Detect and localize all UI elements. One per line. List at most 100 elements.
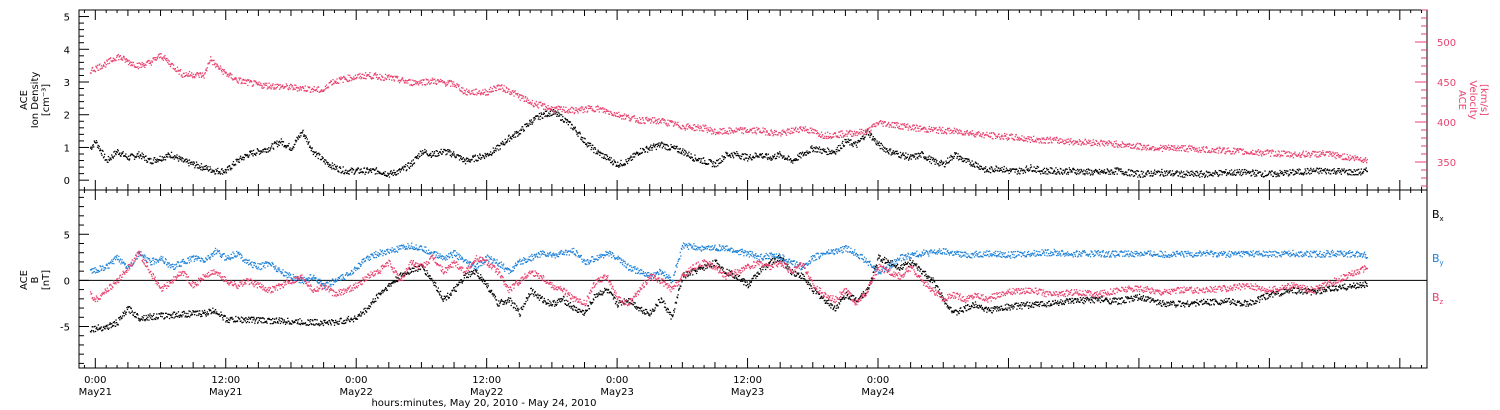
top-point: [385, 78, 387, 80]
top-point: [1146, 145, 1148, 147]
top-point: [672, 146, 674, 148]
top-point: [892, 150, 894, 152]
top-point: [943, 132, 945, 135]
top-point: [788, 128, 790, 130]
top-point: [1121, 170, 1123, 173]
top-point: [730, 128, 732, 130]
top-point: [296, 90, 299, 92]
top-point: [858, 131, 861, 134]
top-point: [1141, 173, 1143, 175]
top-point: [664, 147, 666, 149]
top-point: [217, 172, 219, 175]
top-point: [810, 129, 813, 131]
top-point: [884, 121, 886, 123]
top-point: [1353, 159, 1356, 162]
top-point: [1016, 173, 1018, 175]
top-point: [432, 154, 435, 156]
top-point: [1175, 148, 1177, 150]
top-point: [1310, 154, 1312, 157]
top-point: [988, 167, 991, 169]
top-point: [145, 64, 147, 66]
top-point: [402, 167, 404, 169]
bottom-point: [98, 327, 101, 329]
top-point: [1249, 172, 1251, 174]
top-point: [936, 160, 938, 162]
top-series-1: [89, 109, 1368, 179]
top-point: [900, 155, 903, 157]
top-point: [1104, 141, 1106, 143]
top-point: [686, 123, 688, 126]
top-point: [383, 174, 386, 176]
top-point: [1091, 141, 1093, 144]
top-point: [1070, 171, 1072, 173]
top-point: [941, 130, 943, 132]
top-point: [929, 128, 931, 130]
top-point: [556, 113, 559, 116]
top-point: [393, 169, 395, 171]
top-point: [267, 86, 269, 88]
top-point: [1255, 174, 1257, 176]
top-point: [1318, 154, 1321, 156]
top-point: [1183, 145, 1185, 147]
top-point: [913, 156, 915, 158]
top-point: [411, 165, 413, 167]
top-point: [510, 136, 512, 138]
top-point: [362, 73, 364, 75]
top-point: [503, 142, 505, 144]
top-point: [986, 169, 988, 172]
top-point: [1101, 140, 1103, 142]
bottom-point: [188, 310, 190, 312]
top-point: [1210, 150, 1213, 152]
top-point: [555, 113, 557, 115]
top-point: [1190, 149, 1193, 151]
top-point: [1351, 157, 1353, 160]
top-point: [113, 58, 116, 60]
top-point: [673, 124, 675, 127]
top-point: [977, 163, 979, 165]
bottom-point: [218, 313, 220, 315]
top-point: [269, 86, 271, 88]
top-point: [1127, 145, 1130, 148]
bottom-point: [193, 311, 195, 313]
top-point: [165, 154, 167, 156]
top-point: [270, 88, 272, 90]
top-point: [1141, 148, 1143, 150]
top-point: [1171, 173, 1173, 175]
top-point: [757, 128, 759, 131]
top-point: [648, 148, 650, 151]
top-point: [103, 65, 105, 67]
top-point: [1074, 172, 1077, 174]
top-point: [531, 121, 533, 123]
top-point: [284, 146, 286, 148]
top-point: [1005, 137, 1007, 140]
top-point: [660, 120, 662, 122]
top-point: [237, 161, 239, 163]
top-point: [89, 147, 92, 149]
top-point: [1288, 174, 1291, 176]
bottom-point: [121, 317, 123, 319]
top-point: [548, 112, 550, 114]
top-point: [338, 82, 340, 84]
top-point: [149, 62, 151, 65]
bottom-point: [176, 312, 178, 314]
top-point: [1365, 160, 1367, 162]
top-point: [618, 111, 620, 113]
top-point: [571, 106, 573, 109]
top-point: [225, 172, 228, 174]
top-point: [566, 110, 569, 112]
top-point: [1153, 149, 1155, 152]
top-point: [368, 75, 371, 78]
top-point: [1023, 169, 1025, 171]
bottom-point: [105, 324, 107, 327]
top-point: [329, 81, 331, 84]
top-point: [1285, 152, 1287, 154]
top-point: [181, 74, 183, 76]
top-point: [359, 169, 361, 171]
top-point: [586, 146, 588, 148]
top-point: [599, 151, 601, 153]
top-point: [1319, 155, 1322, 157]
top-point: [583, 137, 585, 139]
top-point: [851, 143, 854, 145]
top-point: [397, 170, 399, 172]
